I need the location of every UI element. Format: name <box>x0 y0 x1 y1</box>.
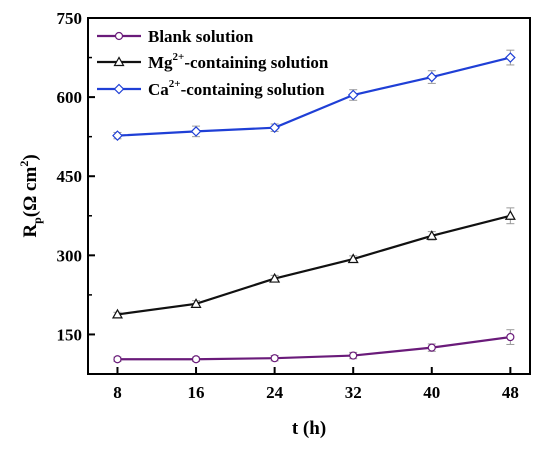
circle-marker <box>114 31 124 41</box>
legend-label-text: Ca <box>148 80 169 99</box>
y-axis-title-close: ) <box>20 154 41 160</box>
series <box>113 329 515 364</box>
x-axis-title: t (h) <box>292 418 326 439</box>
circle-marker <box>506 332 515 342</box>
y-axis-title-subscript: p <box>30 217 44 224</box>
triangle-marker <box>269 272 281 283</box>
legend-label-text: Blank solution <box>148 27 254 46</box>
y-axis-title: Rp(Ω cm2) <box>17 154 44 237</box>
series-line <box>117 214 511 316</box>
y-tick-label: 150 <box>57 325 83 344</box>
axis-ticks: 8 16 24 32 40 48 150 300 450 600 750 <box>57 9 519 402</box>
y-axis-title-main: R <box>20 224 41 238</box>
diamond-marker <box>347 89 359 101</box>
series-group <box>111 49 516 364</box>
diamond-marker <box>505 52 516 63</box>
legend-label-text: Mg <box>148 53 173 72</box>
series <box>112 49 516 141</box>
triangle-marker <box>113 56 125 67</box>
y-axis-title-unit: (Ω cm <box>20 167 41 218</box>
triangle-marker <box>426 230 438 240</box>
diamond-marker <box>112 130 123 141</box>
legend-label: Mg2+-containing solution <box>148 51 329 72</box>
x-tick-label: 16 <box>188 383 205 402</box>
y-axis-title-superscript: 2 <box>17 161 31 167</box>
series <box>111 207 516 319</box>
series-line <box>117 56 511 137</box>
diamond-marker <box>190 126 202 137</box>
x-tick-label: 40 <box>423 383 440 402</box>
plot-frame <box>87 17 531 375</box>
y-tick-label: 750 <box>57 9 83 28</box>
circle-marker <box>270 354 279 363</box>
diamond-marker <box>426 71 438 83</box>
diamond-marker <box>113 83 125 95</box>
y-tick-label: 300 <box>57 246 83 265</box>
y-tick-label: 450 <box>57 167 83 186</box>
x-tick-label: 32 <box>345 383 362 402</box>
legend-label: Blank solution <box>148 27 254 46</box>
legend-label: Ca2+-containing solution <box>148 78 325 99</box>
x-tick-label: 24 <box>266 383 284 402</box>
series-line <box>117 335 511 361</box>
circle-marker <box>113 355 122 364</box>
circle-marker <box>349 351 358 360</box>
legend-label-text: -containing solution <box>184 53 329 72</box>
triangle-marker <box>111 308 123 319</box>
legend-label-text: -containing solution <box>181 80 326 99</box>
circle-marker <box>427 343 436 352</box>
legend-label-superscript: 2+ <box>169 78 181 90</box>
triangle-marker <box>190 298 202 308</box>
diamond-marker <box>269 122 280 134</box>
legend-label-superscript: 2+ <box>173 51 185 63</box>
triangle-marker <box>347 253 359 264</box>
x-tick-label: 8 <box>113 383 122 402</box>
x-tick-label: 48 <box>502 383 519 402</box>
triangle-marker <box>504 210 516 220</box>
y-tick-label: 600 <box>57 88 83 107</box>
circle-marker <box>191 355 201 364</box>
